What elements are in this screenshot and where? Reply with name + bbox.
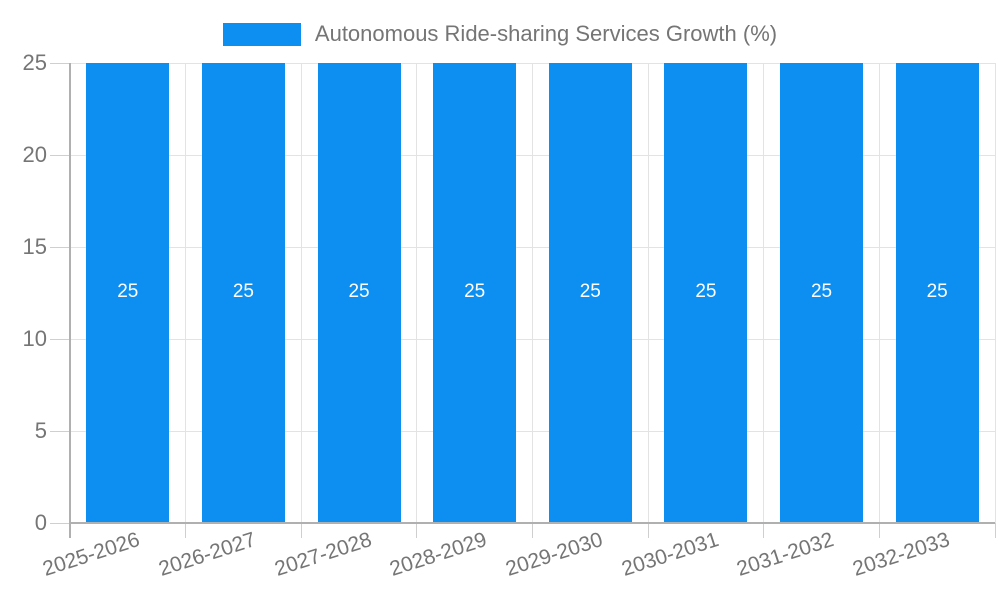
chart-legend[interactable]: Autonomous Ride-sharing Services Growth …: [0, 20, 1000, 48]
x-axis-category-label: 2026-2027: [155, 528, 259, 581]
bar: [433, 63, 517, 523]
x-gridline: [416, 63, 418, 523]
y-axis-tick: [50, 154, 70, 156]
x-axis-tick: [300, 523, 302, 538]
bar: [317, 63, 401, 523]
x-gridline: [763, 63, 765, 523]
x-axis-category-label: 2030-2031: [618, 528, 722, 581]
bar: [664, 63, 748, 523]
bar: [548, 63, 632, 523]
y-axis-tick: [50, 246, 70, 248]
x-axis-tick: [416, 523, 418, 538]
bar-value-label: 25: [348, 281, 370, 302]
bar: [86, 63, 170, 523]
y-axis-tick: [50, 430, 70, 432]
x-axis-tick: [532, 523, 533, 538]
legend-label: Autonomous Ride-sharing Services Growth …: [314, 21, 778, 46]
x-axis-category-label: 2025-2026: [40, 528, 143, 581]
y-axis-tick: [50, 338, 70, 340]
x-axis-category-label: 2031-2032: [734, 528, 837, 581]
y-axis-tick-label: 20: [22, 142, 47, 167]
x-gridline: [532, 63, 533, 523]
legend-swatch-icon: [222, 22, 301, 46]
bar-value-label: 25: [926, 281, 948, 302]
x-axis-line: [70, 522, 995, 524]
x-gridline: [878, 63, 880, 523]
x-gridline: [185, 63, 187, 523]
bar: [895, 63, 979, 523]
bar: [201, 63, 285, 523]
x-axis-category-label: 2029-2030: [502, 528, 606, 581]
x-axis-category-label: 2028-2029: [387, 528, 490, 581]
bar-value-label: 25: [695, 281, 717, 302]
y-axis-line: [69, 63, 71, 538]
x-axis-tick: [878, 523, 880, 538]
bar-value-label: 25: [232, 281, 254, 302]
bar-value-label: 25: [810, 281, 833, 302]
y-axis-tick: [50, 62, 70, 64]
x-gridline: [994, 63, 996, 523]
x-gridline: [300, 63, 302, 523]
y-axis-tick-label: 0: [34, 510, 47, 535]
x-axis-category-label: 2027-2028: [271, 528, 375, 581]
x-axis-tick: [185, 523, 187, 538]
bar-value-label: 25: [464, 281, 486, 302]
y-axis-tick: [50, 522, 70, 524]
x-axis-tick: [994, 523, 996, 538]
y-axis-tick-label: 10: [22, 326, 47, 351]
bar-value-label: 25: [117, 281, 139, 302]
x-gridline: [647, 63, 649, 523]
bar: [780, 63, 864, 523]
x-axis-tick: [763, 523, 765, 538]
y-axis-tick-label: 5: [34, 418, 47, 443]
x-axis-tick: [647, 523, 649, 538]
bar-value-label: 25: [579, 281, 601, 302]
y-axis-tick-label: 15: [22, 234, 47, 259]
y-axis-tick-label: 25: [22, 50, 47, 75]
x-axis-category-label: 2032-2033: [849, 528, 953, 581]
